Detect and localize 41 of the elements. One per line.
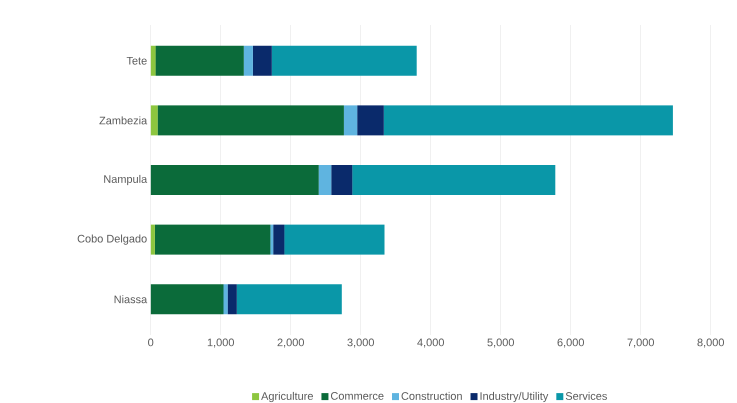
bar: [344, 105, 358, 136]
bar: [318, 164, 332, 195]
legend-label: Services: [566, 392, 607, 400]
bar: [357, 105, 384, 136]
y-tick-label: Zambezia: [99, 116, 148, 124]
bar: [154, 224, 270, 255]
bar: [150, 284, 224, 314]
x-tick-label: 3,000: [347, 338, 374, 348]
bar: [150, 224, 155, 255]
x-tick-label: 6,000: [558, 338, 584, 348]
legend-label: Commerce: [330, 392, 384, 400]
bar: [236, 284, 342, 314]
bar: [228, 284, 237, 314]
bar: [150, 164, 319, 195]
y-tick-label: Cobo Delgado: [78, 234, 147, 245]
y-tick-label: Nampula: [104, 174, 148, 186]
bar: [158, 105, 344, 136]
y-tick-label: Niassa: [114, 295, 148, 304]
bar: [284, 224, 385, 255]
x-tick-label: 1,000: [208, 338, 234, 348]
y-tick-label: Tete: [126, 56, 147, 65]
x-tick-label: 5,000: [487, 338, 514, 348]
bar: [331, 164, 352, 195]
bar: [150, 105, 158, 136]
x-tick-label: 8,000: [697, 338, 724, 348]
x-tick-label: 0: [148, 338, 154, 346]
legend-label: Construction: [402, 392, 462, 400]
bar: [273, 224, 284, 255]
x-tick-label: 7,000: [628, 338, 654, 348]
bar: [244, 46, 253, 76]
x-tick-label: 4,000: [417, 338, 444, 348]
bar: [150, 46, 156, 76]
legend-label: Agriculture: [261, 392, 313, 402]
bar: [252, 46, 272, 76]
bar: [156, 46, 244, 76]
x-tick-label: 2,000: [278, 338, 304, 348]
bar: [352, 164, 556, 195]
bar: [224, 284, 228, 314]
bar: [384, 105, 673, 136]
legend-label: Industry/Utility: [480, 392, 548, 402]
bar: [272, 46, 417, 76]
